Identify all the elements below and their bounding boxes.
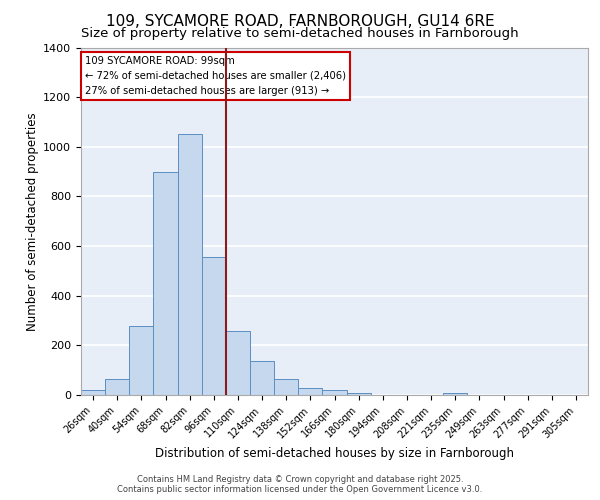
- Y-axis label: Number of semi-detached properties: Number of semi-detached properties: [26, 112, 39, 330]
- Bar: [274, 379, 298, 395]
- Bar: [202, 257, 226, 395]
- Text: 109, SYCAMORE ROAD, FARNBOROUGH, GU14 6RE: 109, SYCAMORE ROAD, FARNBOROUGH, GU14 6R…: [106, 14, 494, 29]
- Bar: [443, 392, 467, 395]
- Text: 109 SYCAMORE ROAD: 99sqm
← 72% of semi-detached houses are smaller (2,406)
27% o: 109 SYCAMORE ROAD: 99sqm ← 72% of semi-d…: [85, 56, 346, 96]
- Bar: [322, 390, 347, 395]
- Bar: [154, 172, 178, 395]
- Bar: [298, 388, 322, 395]
- Bar: [81, 390, 105, 395]
- Bar: [226, 331, 250, 395]
- Bar: [178, 134, 202, 395]
- Bar: [250, 360, 274, 395]
- Bar: [347, 392, 371, 395]
- Text: Contains HM Land Registry data © Crown copyright and database right 2025.
Contai: Contains HM Land Registry data © Crown c…: [118, 474, 482, 494]
- Text: Size of property relative to semi-detached houses in Farnborough: Size of property relative to semi-detach…: [81, 28, 519, 40]
- X-axis label: Distribution of semi-detached houses by size in Farnborough: Distribution of semi-detached houses by …: [155, 446, 514, 460]
- Bar: [105, 379, 129, 395]
- Bar: [129, 326, 154, 395]
